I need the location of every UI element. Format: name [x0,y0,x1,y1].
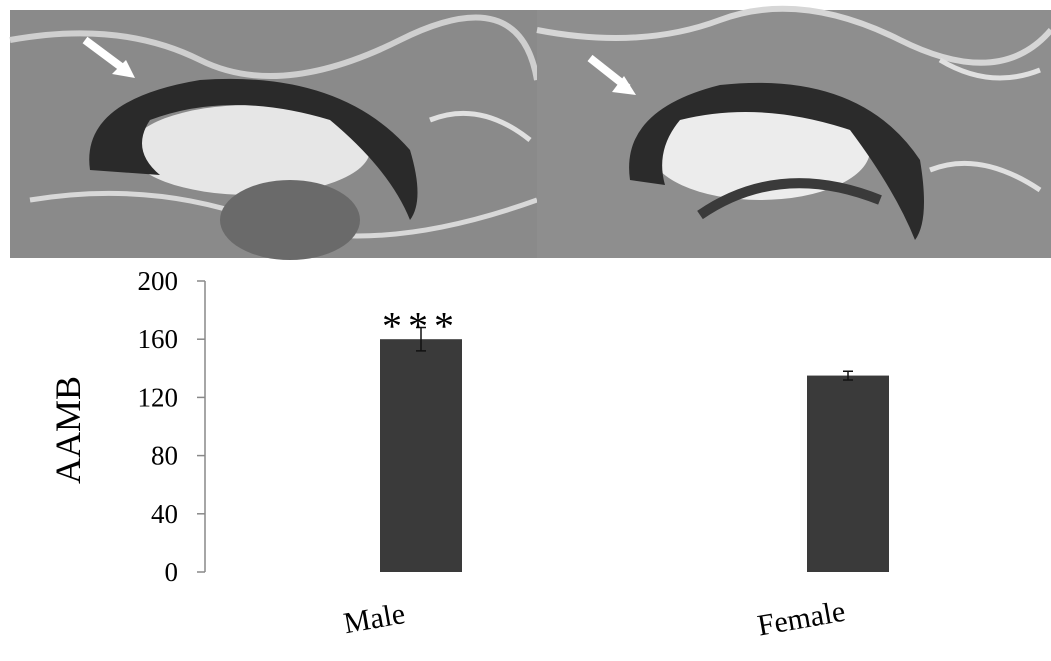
y-tick-label: 40 [151,499,178,529]
x-tick-label: Female [755,595,848,643]
bar [807,376,889,572]
y-tick-label: 160 [138,324,179,354]
mri-right [537,9,1051,258]
y-axis-title: AAMB [48,376,88,484]
y-tick-label: 0 [165,557,179,587]
significance-annotation: *** [382,304,460,349]
y-tick-label: 120 [138,382,179,412]
bar [380,339,462,572]
mri-left [10,10,537,260]
x-tick-label: Male [341,597,407,640]
y-tick-label: 80 [151,441,178,471]
y-tick-label: 200 [138,266,179,296]
figure: AAMB 0 40 80 120 160 200 Male Female *** [0,0,1051,656]
